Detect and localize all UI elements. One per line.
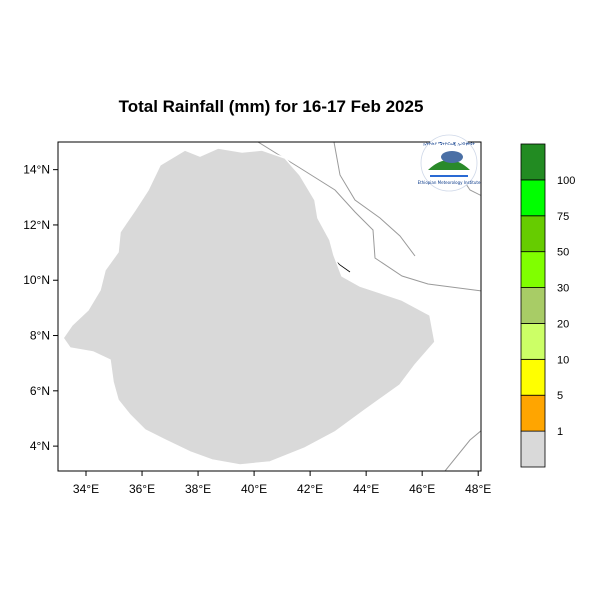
legend-color-box (520, 430, 546, 468)
x-tick-label: 48°E (465, 482, 491, 496)
legend-threshold-label: 1 (557, 426, 563, 438)
neighbour-border-line (257, 142, 481, 292)
x-tick-label: 40°E (241, 482, 267, 496)
legend-threshold-label: 10 (557, 354, 569, 366)
legend-threshold-label: 20 (557, 318, 569, 330)
map-frame (57, 141, 482, 472)
x-tick-label: 36°E (129, 482, 155, 496)
legend-threshold-label: 30 (557, 283, 569, 295)
logo-cloud (441, 151, 463, 163)
y-tick-label: 12°N (23, 218, 50, 232)
legend-threshold-label: 75 (557, 211, 569, 223)
legend-threshold-label: 100 (557, 175, 575, 187)
legend-color-box (520, 394, 546, 432)
x-tick-label: 42°E (297, 482, 323, 496)
legend-color-box (520, 143, 546, 181)
logo-title-text: ኢትዮጵያ ሜትዮሮሎጂ ኢንስቲትዩት (423, 141, 475, 146)
coastline (333, 142, 416, 257)
legend-threshold-label: 50 (557, 247, 569, 259)
logo-hills (428, 160, 470, 170)
y-tick-label: 10°N (23, 273, 50, 287)
rainfall-legend: 1 5 10 20 30 50 75 100 (520, 143, 575, 468)
map-title: Total Rainfall (mm) for 16-17 Feb 2025 (119, 97, 424, 116)
y-tick-label: 8°N (30, 329, 50, 343)
x-tick-label: 38°E (185, 482, 211, 496)
y-axis: 4°N 6°N 8°N 10°N 12°N 14°N (23, 163, 58, 453)
coastline-south (444, 430, 481, 471)
x-tick-label: 44°E (353, 482, 379, 496)
x-axis: 34°E 36°E 38°E 40°E 42°E 44°E 46°E 48°E (73, 471, 491, 496)
legend-color-box (520, 215, 546, 253)
legend-color-box (520, 323, 546, 360)
map-panel: ኢትዮጵያ ሜትዮሮሎጂ ኢንስቲትዩት Ethiopian Meteorolo… (57, 134, 482, 472)
y-tick-label: 14°N (23, 163, 50, 177)
y-tick-label: 4°N (30, 439, 50, 453)
legend-color-box (520, 179, 546, 217)
x-tick-label: 46°E (409, 482, 435, 496)
emi-logo: ኢትዮጵያ ሜትዮሮሎጂ ኢንስቲትዩት Ethiopian Meteorolo… (418, 134, 481, 192)
legend-color-box (520, 287, 546, 324)
legend-color-box (520, 358, 546, 396)
y-tick-label: 6°N (30, 384, 50, 398)
legend-threshold-label: 5 (557, 390, 563, 402)
x-tick-label: 34°E (73, 482, 99, 496)
legend-color-box (520, 251, 546, 288)
logo-subtitle-text: Ethiopian Meteorology Institute (418, 180, 481, 185)
